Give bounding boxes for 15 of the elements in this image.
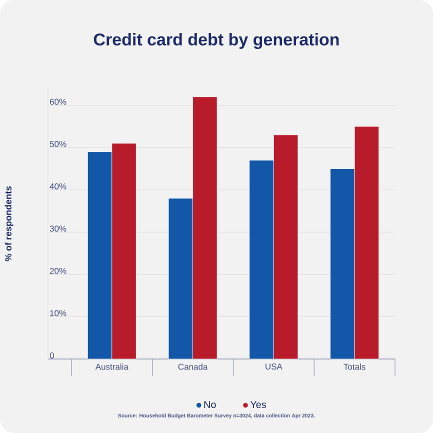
y-tick-label: 10% (50, 310, 66, 316)
y-tick-label: 40% (50, 183, 66, 190)
x-tick-label: USA (266, 364, 282, 370)
legend-label: No (204, 401, 216, 408)
y-axis-title: % of respondents (4, 186, 14, 262)
y-tick-label: 20% (50, 268, 66, 274)
chart-title: Credit card debt by generation (94, 33, 339, 49)
x-tick-label: Totals (344, 364, 366, 370)
legend-label: Yes (250, 401, 266, 408)
y-tick-label: 60% (50, 98, 66, 105)
y-tick-label: 30% (50, 226, 66, 232)
y-tick-label: 50% (50, 141, 66, 148)
y-tick-label: 0 (50, 352, 54, 358)
x-tick-label: Australia (95, 364, 128, 370)
x-tick-label: Canada (178, 364, 208, 370)
